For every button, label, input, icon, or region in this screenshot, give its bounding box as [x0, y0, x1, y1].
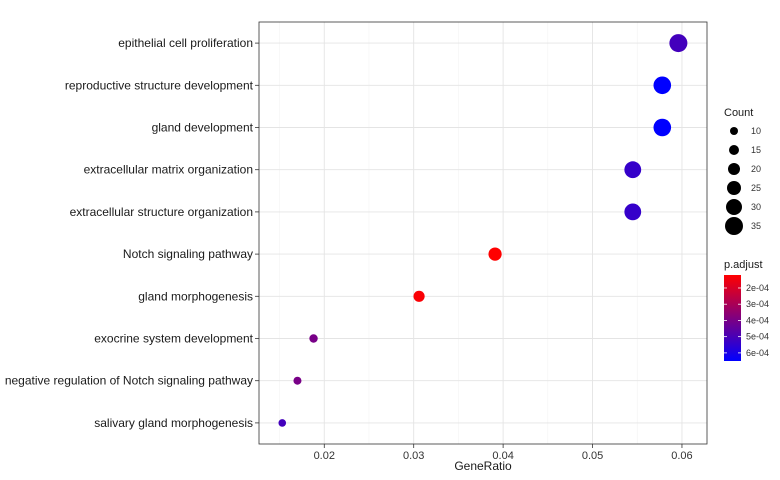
color-legend-label: 2e-04 [746, 283, 769, 293]
data-point [624, 203, 642, 221]
y-tick-label: epithelial cell proliferation [118, 36, 253, 50]
data-point [309, 334, 318, 343]
grid-major [259, 22, 707, 444]
x-tick-label: 0.05 [582, 450, 603, 462]
size-legend: Count 10 15 20 25 30 35 [724, 107, 761, 235]
size-legend-key [728, 163, 740, 175]
x-tick-label: 0.02 [314, 450, 335, 462]
color-bar [724, 275, 741, 361]
y-tick-label: exocrine system development [94, 332, 253, 346]
y-tick-label: extracellular structure organization [70, 205, 253, 219]
x-axis: 0.02 0.03 0.04 0.05 0.06 [314, 444, 693, 462]
size-legend-title: Count [724, 107, 753, 119]
x-tick-label: 0.04 [492, 450, 513, 462]
color-legend-title: p.adjust [724, 259, 763, 271]
color-legend-label: 5e-04 [746, 332, 769, 342]
size-legend-label: 10 [751, 126, 761, 136]
size-legend-items: 10 15 20 25 30 35 [725, 126, 761, 235]
y-tick-label: reproductive structure development [65, 78, 254, 92]
x-tick-label: 0.03 [403, 450, 424, 462]
color-legend-label: 3e-04 [746, 299, 769, 309]
size-legend-label: 15 [751, 145, 761, 155]
data-point [624, 161, 642, 179]
data-point [653, 118, 672, 137]
data-point [669, 34, 688, 53]
y-tick-label: gland development [152, 121, 254, 135]
size-legend-key [729, 145, 739, 155]
panel-background [259, 22, 707, 444]
data-point [293, 376, 302, 385]
size-legend-label: 25 [751, 183, 761, 193]
data-point [413, 290, 425, 302]
color-legend-label: 6e-04 [746, 348, 769, 358]
color-legend-label: 4e-04 [746, 315, 769, 325]
y-tick-label: extracellular matrix organization [84, 163, 253, 177]
data-point [278, 419, 287, 427]
data-point [488, 247, 502, 261]
panel-border [258, 21, 708, 445]
y-tick-label: gland morphogenesis [138, 289, 253, 303]
size-legend-label: 35 [751, 221, 761, 231]
data-point [653, 76, 672, 95]
size-legend-label: 20 [751, 164, 761, 174]
x-tick-label: 0.06 [671, 450, 692, 462]
size-legend-key [726, 199, 742, 215]
y-tick-label: salivary gland morphogenesis [94, 416, 253, 430]
y-tick-label: Notch signaling pathway [123, 247, 253, 261]
size-legend-key [727, 181, 741, 195]
y-tick-label: negative regulation of Notch signaling p… [5, 374, 253, 388]
y-axis: epithelial cell proliferation reproductiv… [5, 36, 259, 430]
size-legend-label: 30 [751, 202, 761, 212]
color-legend: p.adjust 2e-04 3e-04 4e-04 5e-04 6e-04 [724, 259, 769, 361]
size-legend-key [725, 217, 743, 235]
x-axis-title: GeneRatio [454, 459, 512, 473]
color-legend-ticks: 2e-04 3e-04 4e-04 5e-04 6e-04 [724, 283, 769, 358]
grid-minor [279, 22, 638, 444]
data-points [278, 34, 688, 427]
size-legend-key [730, 127, 738, 135]
